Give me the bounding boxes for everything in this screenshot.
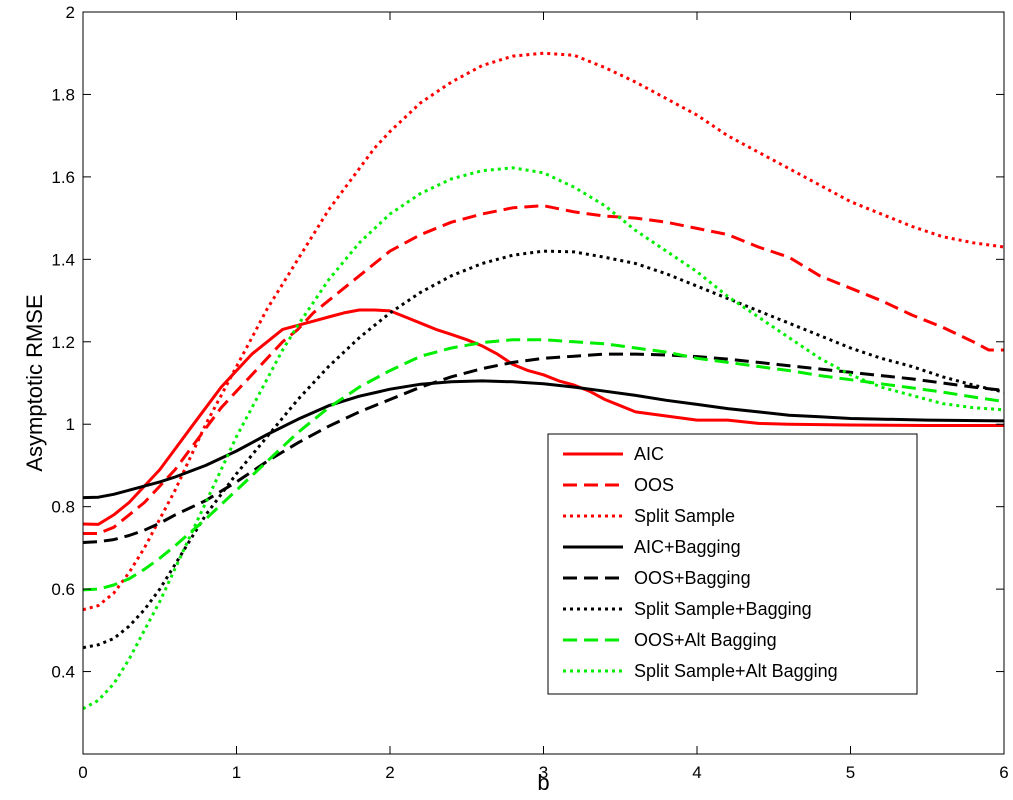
x-tick-label: 1 (232, 763, 241, 782)
x-tick-label: 6 (999, 763, 1008, 782)
series-line-split-sample-alt-bagging (83, 166, 1004, 711)
legend-box (547, 433, 918, 695)
y-tick-label: 1 (66, 415, 75, 434)
series-line-oos (83, 204, 1004, 535)
y-tick-label: 1.4 (51, 250, 75, 269)
y-tick-label: 1.2 (51, 333, 75, 352)
legend-label-oos: OOS (634, 475, 674, 495)
y-tick-label: 0.4 (51, 663, 75, 682)
plot-series-group (83, 51, 1004, 711)
x-tick-label: 0 (78, 763, 87, 782)
x-axis-label: b (537, 770, 549, 795)
x-tick-label: 5 (846, 763, 855, 782)
legend-label-aic-bagging: AIC+Bagging (634, 537, 741, 557)
y-tick-label: 0.6 (51, 580, 75, 599)
legend-label-split-sample-bagging: Split Sample+Bagging (634, 599, 812, 619)
x-tick-label: 4 (692, 763, 701, 782)
legend-label-oos-alt-bagging: OOS+Alt Bagging (634, 630, 777, 650)
axis-ticks-group: 0 1 2 3 4 5 6 0.4 0.6 0.8 1 1.2 1.4 1.6 1.8 2 (51, 3, 1008, 782)
series-line-aic (83, 308, 1004, 526)
legend-label-split-sample-alt-bagging: Split Sample+Alt Bagging (634, 661, 838, 681)
series-line-oos-alt-bagging (83, 338, 1004, 592)
y-tick-label: 1.6 (51, 168, 75, 187)
series-line-split-sample-bagging (83, 249, 1004, 650)
legend: AIC OOS Split Sample AIC+Bagging OOS+Bagging… (547, 433, 918, 695)
y-axis-label: Asymptotic RMSE (22, 294, 47, 471)
y-tick-label: 0.8 (51, 498, 75, 517)
series-line-split-sample (83, 51, 1004, 612)
series-line-aic-bagging (83, 379, 1004, 500)
legend-label-split-sample: Split Sample (634, 506, 735, 526)
x-tick-label: 3 (539, 763, 548, 782)
y-tick-label: 1.8 (51, 85, 75, 104)
legend-label-oos-bagging: OOS+Bagging (634, 568, 751, 588)
legend-label-aic: AIC (634, 444, 664, 464)
y-tick-label: 2 (66, 3, 75, 22)
x-tick-label: 2 (385, 763, 394, 782)
series-line-oos-bagging (83, 352, 1004, 544)
